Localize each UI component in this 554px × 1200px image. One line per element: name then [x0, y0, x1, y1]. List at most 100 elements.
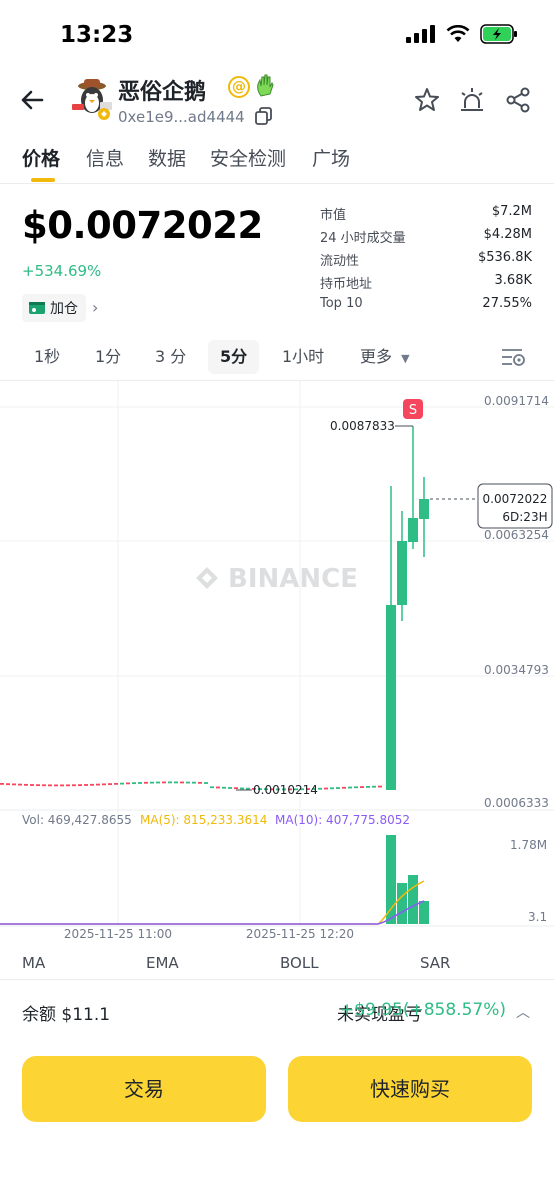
candle-body [348, 786, 352, 789]
balance-row: 余额 $11.1 未实现盈亏 +$9.95(+858.57%) ︿ [22, 1000, 534, 1028]
tab-square[interactable]: 广场 [312, 148, 351, 170]
interval-more-label: 更多 [360, 347, 393, 366]
price-change: +534.69% [22, 262, 102, 280]
candle-body [258, 788, 262, 790]
candle-body [228, 787, 232, 789]
flat-candles [0, 781, 382, 791]
stat-row: 24 小时成交量 $4.28M [320, 227, 532, 250]
candle-body [168, 781, 172, 784]
candle-body [408, 518, 418, 542]
candle-body [276, 788, 280, 791]
candle-body [397, 541, 407, 605]
alert-icon[interactable] [458, 86, 486, 114]
candle-body [300, 788, 304, 791]
interval-more[interactable]: 更多 ▼ [348, 340, 422, 374]
candle-body [330, 787, 334, 790]
volume-axis-label: 1.78M [510, 838, 547, 852]
tab-info[interactable]: 信息 [86, 148, 125, 170]
status-bar: 13:23 [0, 0, 554, 70]
candle-body [312, 788, 316, 790]
token-address: 0xe1e9...ad4444 [118, 108, 245, 126]
ma5-line [0, 880, 425, 925]
candle-body [162, 781, 166, 784]
token-header: 恶俗企鹅 @ 0xe1e9...ad4444 [0, 68, 554, 130]
status-time: 13:23 [60, 22, 134, 48]
volume-bar [408, 875, 418, 924]
candle-body [204, 782, 208, 784]
candle-body [72, 784, 76, 787]
price-axis-label: 0.0006333 [484, 796, 549, 810]
token-avatar [72, 79, 112, 120]
volume-axis-label: 3.1 [528, 910, 547, 924]
candle-body [294, 788, 298, 791]
interval-1h[interactable]: 1小时 [282, 347, 325, 366]
chevron-right-icon[interactable]: › [92, 298, 99, 317]
indicator-ma[interactable]: MA [22, 954, 46, 972]
copy-icon[interactable] [254, 106, 274, 126]
candle-body [198, 781, 202, 784]
candle-body [66, 784, 70, 787]
candle-body [6, 783, 10, 786]
candle-body [30, 784, 34, 786]
candle-body [366, 785, 370, 788]
quick-buy-button[interactable]: 快速购买 [288, 1056, 532, 1122]
star-icon[interactable] [413, 86, 441, 114]
candlestick-chart[interactable]: BINANCE 0.0091714 0.0063254 0.0034793 0.… [0, 381, 554, 946]
indicator-boll[interactable]: BOLL [280, 954, 319, 972]
candle-body [120, 782, 124, 785]
indicator-sar[interactable]: SAR [420, 954, 451, 972]
tab-data[interactable]: 数据 [148, 148, 187, 170]
indicator-tabs: MA EMA BOLL SAR [0, 950, 554, 980]
stat-label: Top 10 [320, 296, 363, 311]
interval-1s[interactable]: 1秒 [34, 347, 61, 366]
volume-value: Vol: 469,427.8655 [22, 813, 132, 827]
chart-settings-icon[interactable] [500, 346, 526, 368]
at-badge-icon: @ [228, 76, 250, 98]
tab-security[interactable]: 安全检测 [210, 148, 287, 170]
sell-marker[interactable]: S [403, 399, 423, 419]
candle-body [336, 787, 340, 789]
candle-body [78, 784, 82, 787]
time-axis-label: 2025-11-25 11:00 [64, 927, 172, 941]
candle-body [318, 787, 322, 790]
candle-body [240, 787, 244, 790]
stat-value: $4.28M [483, 227, 532, 242]
sell-marker-label: S [409, 403, 417, 418]
candle-body [54, 784, 58, 787]
ma10-line [0, 900, 425, 925]
candles [386, 426, 429, 790]
wifi-icon [446, 25, 470, 42]
interval-3m[interactable]: 3 分 [155, 347, 187, 366]
time-axis-label: 2025-11-25 12:20 [246, 927, 354, 941]
candle-body [386, 605, 396, 790]
battery-charging-icon [480, 24, 517, 44]
trade-button[interactable]: 交易 [22, 1056, 266, 1122]
back-arrow-icon[interactable] [16, 84, 48, 116]
candle-body [138, 782, 142, 784]
candle-body [419, 499, 429, 519]
wallet-icon [29, 302, 45, 314]
price-axis-label: 0.0091714 [484, 394, 549, 408]
price-axis-label: 0.0034793 [484, 663, 549, 677]
candle-body [132, 782, 136, 785]
stat-label: 市值 [320, 208, 347, 223]
tab-price[interactable]: 价格 [22, 148, 61, 170]
candle-body [114, 782, 118, 785]
interval-5m[interactable]: 5分 [208, 340, 260, 374]
current-price: $0.0072022 [22, 204, 263, 247]
candle-body [372, 785, 376, 788]
stat-value: 3.68K [494, 273, 532, 288]
price-chart[interactable]: BINANCE 0.0091714 0.0063254 0.0034793 0.… [0, 380, 554, 945]
candle-body [0, 783, 4, 785]
stat-label: 流动性 [320, 254, 360, 269]
high-price-label: 0.0087833 [330, 419, 395, 433]
candle-body [96, 783, 100, 786]
add-position-button[interactable]: 加仓 [22, 294, 86, 322]
indicator-ema[interactable]: EMA [146, 954, 179, 972]
active-tab-indicator [31, 178, 55, 182]
chevron-up-icon[interactable]: ︿ [516, 1005, 530, 1021]
share-icon[interactable] [504, 86, 532, 114]
interval-1m[interactable]: 1分 [95, 347, 122, 366]
candle-body [282, 788, 286, 791]
binance-watermark: BINANCE [196, 564, 358, 594]
